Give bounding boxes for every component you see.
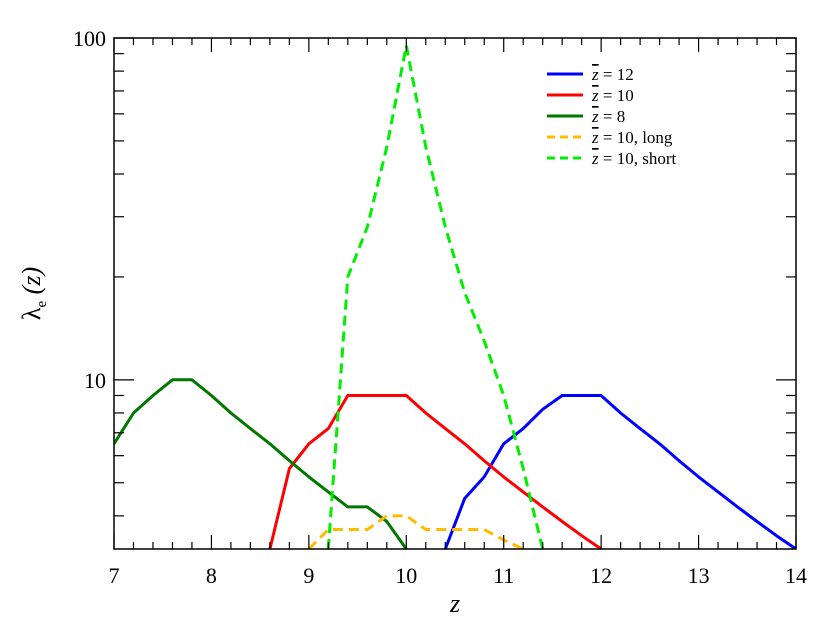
x-tick-label: 12	[590, 563, 612, 588]
x-tick-label: 8	[206, 563, 217, 588]
series-line-5	[326, 44, 545, 549]
x-tick-label: 9	[303, 563, 314, 588]
svg-text:λe (z): λe (z)	[17, 267, 50, 320]
series-layer	[114, 44, 796, 549]
y-tick-label: 100	[73, 26, 106, 51]
y-axis-label-arg: (z)	[17, 267, 46, 301]
y-tick-label: 10	[84, 368, 106, 393]
ticks-layer	[113, 37, 797, 549]
y-axis-label: λe (z)	[17, 267, 50, 320]
x-tick-label: 7	[109, 563, 120, 588]
plot-frame	[113, 37, 797, 550]
series-line-4	[307, 514, 524, 549]
x-axis-label: z	[449, 589, 460, 618]
x-tick-label: 10	[395, 563, 417, 588]
x-tick-label: 14	[785, 563, 807, 588]
x-tick-label: 11	[493, 563, 514, 588]
x-tick-label: 13	[688, 563, 710, 588]
legend: z = 12 z = 10 z = 8 z = 10, long z = 10, sho…	[547, 65, 676, 168]
tick-labels-layer: 7 8 9 10 11 12 13 14 10 100	[73, 26, 807, 588]
legend-label: z = 10, short	[591, 149, 676, 168]
y-axis-label-main: λ	[17, 307, 46, 320]
y-axis-label-sub: e	[34, 301, 50, 308]
series-line-3	[114, 378, 408, 549]
legend-label: z = 12	[591, 65, 634, 84]
legend-label: z = 8	[591, 107, 625, 126]
legend-label: z = 10, long	[591, 128, 673, 147]
series-line-1	[443, 394, 796, 549]
legend-label: z = 10	[591, 86, 634, 105]
series-line-2	[268, 394, 602, 549]
